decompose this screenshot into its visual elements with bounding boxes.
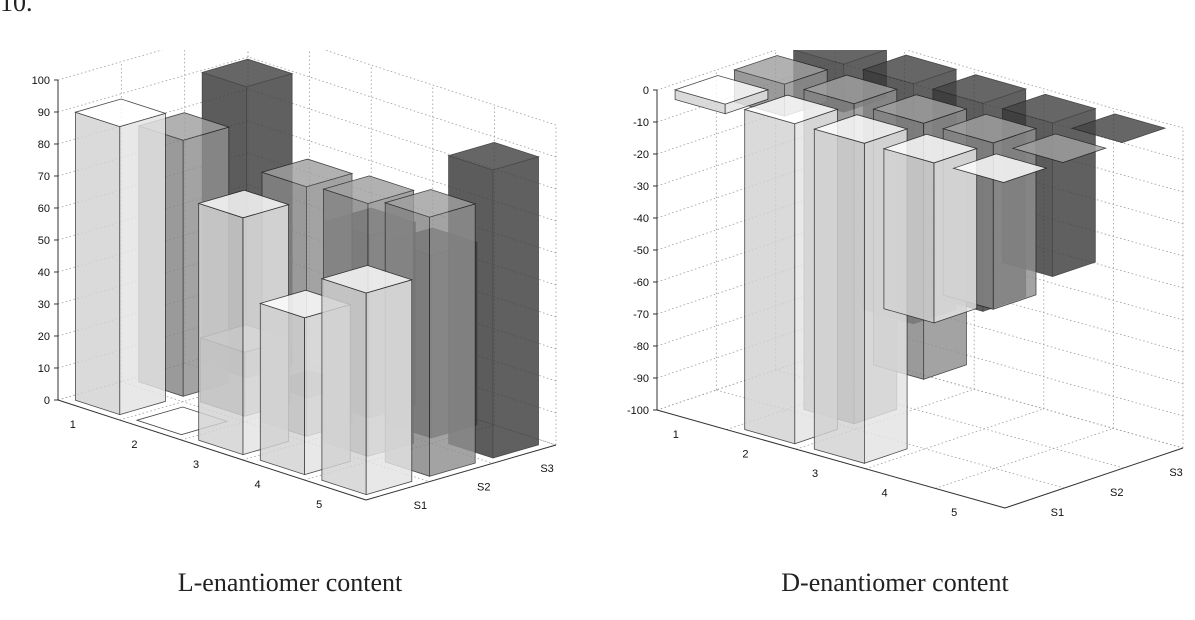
l-z-tick-label: 30 [38, 299, 50, 311]
l-row-axis-line [57, 399, 367, 501]
d-enantiomer-caption: D-enantiomer content [781, 568, 1009, 597]
d-z-tick-label: -20 [633, 149, 649, 161]
page-fragment-text: 10. [0, 0, 33, 17]
d-row-tick-label: 5 [951, 507, 957, 519]
l-z-tick-label: 10 [38, 363, 50, 375]
l-z-tick-label: 70 [38, 171, 50, 183]
d-z-tick-label: 0 [643, 85, 649, 97]
d-row-tick-label: 1 [673, 429, 679, 441]
bar-d-s3-row-5 [1070, 113, 1167, 143]
l-bars [74, 58, 540, 496]
d-z-tick-label: -30 [633, 181, 649, 193]
l-enantiomer-caption: L-enantiomer content [177, 568, 403, 597]
d-column-axis-line [1004, 447, 1184, 509]
d-column-tick-label: S2 [1110, 487, 1123, 499]
bar-d-s1-row-4 [882, 133, 979, 324]
d-z-tick-label: -40 [633, 213, 649, 225]
bar-d-s1-row-1 [673, 75, 770, 115]
d-row-tick-label: 4 [882, 488, 888, 500]
l-column-tick-label: S1 [414, 500, 427, 512]
d-z-tick-label: -90 [633, 373, 649, 385]
l-row-tick-label: 2 [131, 439, 137, 451]
l-row-tick-label: 4 [255, 479, 261, 491]
bar-d-s2-row-5 [1011, 133, 1107, 163]
l-column-axis-line [365, 444, 557, 501]
d-bars [673, 35, 1167, 464]
l-enantiomer-chart-svg: 0 10 20 30 40 50 60 70 80 90 100 1 2 3 4 5 S1 S2 S3 [32, 24, 557, 512]
d-z-tick-label: -100 [627, 405, 649, 417]
l-z-tick-label: 80 [38, 139, 50, 151]
l-z-tick-label: 40 [38, 267, 50, 279]
d-enantiomer-chart-svg: 0 -10 -20 -30 -40 -50 -60 -70 -80 -90 -100 1 2 3 4 5 S1 S… [627, 29, 1184, 519]
l-z-tick-label: 90 [38, 107, 50, 119]
l-axes: 0 10 20 30 40 50 60 70 80 90 100 1 2 3 4 5 S1 S2 S3 [32, 75, 557, 512]
d-column-tick-label: S3 [1169, 467, 1182, 479]
d-enantiomer-chart: 0 -10 -20 -30 -40 -50 -60 -70 -80 -90 -100 1 2 3 4 5 S1 S… [605, 29, 1185, 550]
bar-l-s1-row-5 [320, 264, 414, 496]
l-column-tick-label: S2 [477, 482, 490, 494]
l-row-tick-label: 5 [316, 499, 322, 511]
d-column-tick-label: S1 [1051, 507, 1064, 519]
l-z-tick-label: 100 [32, 75, 50, 87]
l-column-tick-label: S3 [540, 463, 553, 475]
bar-l-s1-row-1 [74, 98, 167, 416]
bar-d-s1-row-5 [952, 153, 1048, 183]
d-z-tick-label: -50 [633, 245, 649, 257]
l-row-tick-label: 3 [193, 459, 199, 471]
l-z-tick-label: 20 [38, 331, 50, 343]
l-enantiomer-chart: 0 10 20 30 40 50 60 70 80 90 100 1 2 3 4 5 S1 S2 S3 [0, 24, 580, 550]
d-z-tick-label: -70 [633, 309, 649, 321]
l-z-tick-label: 50 [38, 235, 50, 247]
d-axes: 0 -10 -20 -30 -40 -50 -60 -70 -80 -90 -100 1 2 3 4 5 S1 S… [627, 85, 1184, 519]
l-z-tick-label: 60 [38, 203, 50, 215]
d-z-tick-label: -80 [633, 341, 649, 353]
d-row-tick-label: 3 [812, 468, 818, 480]
l-z-tick-label: 0 [44, 395, 50, 407]
d-row-tick-label: 2 [742, 448, 748, 460]
d-z-tick-label: -60 [633, 277, 649, 289]
d-row-axis-line [656, 409, 1006, 509]
d-z-tick-label: -10 [633, 117, 649, 129]
l-row-tick-label: 1 [70, 419, 76, 431]
